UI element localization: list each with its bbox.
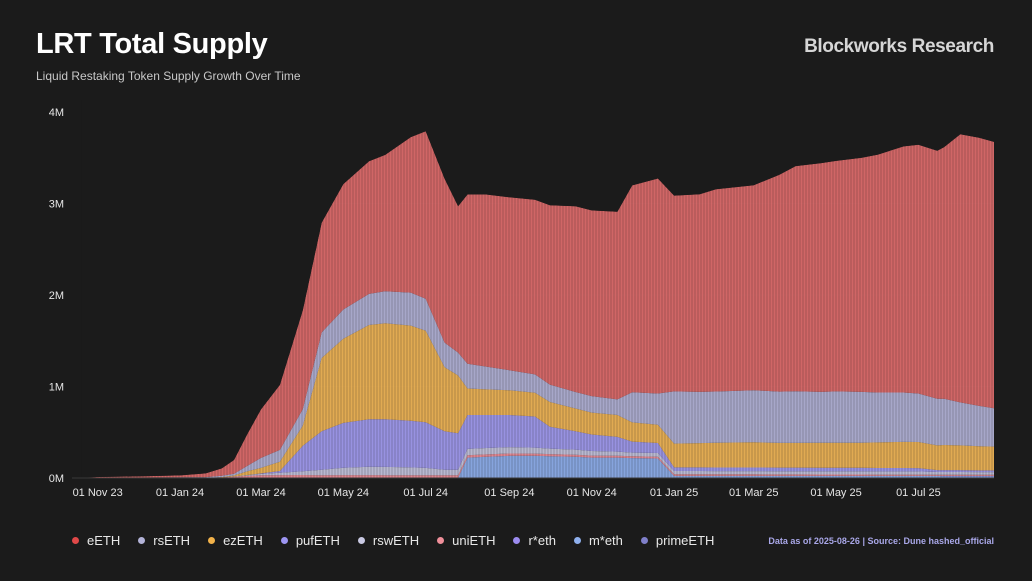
chart-legend: eETH rsETH ezETH pufETH rswETH uniETH r*… — [72, 533, 732, 548]
legend-item-rsweth[interactable]: rswETH — [357, 533, 420, 548]
legend-dot-icon — [513, 537, 521, 544]
y-tick-label: 0M — [49, 473, 64, 485]
legend-item-reth[interactable]: r*eth — [513, 533, 556, 548]
legend-dot-icon — [357, 537, 365, 544]
brand-logo: Blockworks Research — [804, 36, 994, 57]
legend-item-eeth[interactable]: eETH — [72, 533, 120, 548]
chart-title: LRT Total Supply — [36, 28, 268, 60]
legend-label: ezETH — [223, 533, 263, 548]
legend-label: pufETH — [295, 533, 340, 548]
legend-label: m*eth — [588, 533, 623, 548]
x-tick-label: 01 Jan 25 — [650, 487, 698, 499]
area-mask — [72, 100, 994, 478]
y-tick-label: 4M — [49, 107, 64, 119]
legend-dot-icon — [573, 537, 581, 544]
legend-item-rseth[interactable]: rsETH — [138, 533, 190, 548]
source-note: Data as of 2025-08-26 | Source: Dune has… — [768, 536, 994, 546]
area-mstareth[interactable] — [81, 455, 994, 478]
legend-dot-icon — [72, 537, 79, 544]
legend-dot-icon — [437, 537, 445, 544]
x-tick-label: 01 Mar 25 — [729, 487, 779, 499]
area-pufeth[interactable] — [81, 415, 994, 478]
area-eeth[interactable] — [81, 131, 994, 478]
legend-label: uniETH — [452, 533, 496, 548]
legend-label: rswETH — [372, 533, 420, 548]
legend-label: r*eth — [528, 533, 556, 548]
x-tick-label: 01 Jul 25 — [896, 487, 941, 499]
area-ezeth[interactable] — [81, 323, 994, 478]
legend-dot-icon — [138, 537, 146, 544]
chart-canvas: 0M 1M 2M 3M 4M 01 Nov 23 01 Jan 24 01 Mar 24 01 … — [48, 100, 994, 499]
area-rsweth[interactable] — [81, 447, 994, 478]
x-tick-label: 01 Mar 24 — [236, 487, 286, 499]
area-rseth[interactable] — [81, 291, 994, 478]
y-tick-label: 1M — [49, 382, 64, 394]
legend-dot-icon — [208, 537, 216, 544]
area-mask — [72, 100, 82, 478]
legend-label: primeETH — [655, 533, 715, 548]
area-unieth[interactable] — [81, 453, 994, 479]
legend-item-pufeth[interactable]: pufETH — [280, 533, 340, 548]
y-tick-label: 2M — [49, 290, 64, 302]
legend-dot-icon — [280, 537, 288, 544]
legend-label: eETH — [87, 533, 121, 548]
legend-item-ezeth[interactable]: ezETH — [208, 533, 263, 548]
x-tick-label: 01 Nov 24 — [567, 487, 617, 499]
x-tick-label: 01 Jan 24 — [156, 487, 204, 499]
legend-item-primeeth[interactable]: primeETH — [640, 533, 715, 548]
legend-dot-icon — [640, 537, 648, 544]
x-tick-label: 01 Jul 24 — [403, 487, 448, 499]
x-tick-label: 01 May 25 — [810, 487, 861, 499]
x-tick-label: 01 Sep 24 — [484, 487, 534, 499]
legend-label: rsETH — [153, 533, 191, 548]
x-tick-label: 01 Nov 23 — [73, 487, 123, 499]
x-tick-label: 01 May 24 — [318, 487, 369, 499]
y-tick-label: 3M — [49, 199, 64, 211]
legend-item-unieth[interactable]: uniETH — [437, 533, 495, 548]
legend-item-meth[interactable]: m*eth — [573, 533, 623, 548]
chart-subtitle: Liquid Restaking Token Supply Growth Ove… — [36, 69, 301, 83]
